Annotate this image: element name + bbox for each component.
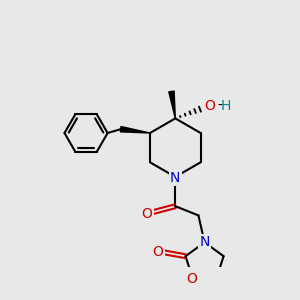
Text: N: N bbox=[200, 236, 210, 249]
Text: O: O bbox=[152, 244, 163, 259]
Polygon shape bbox=[169, 91, 175, 119]
Text: O: O bbox=[141, 207, 152, 221]
Text: N: N bbox=[170, 171, 181, 185]
Text: H: H bbox=[221, 99, 231, 113]
Text: -: - bbox=[218, 99, 222, 113]
Text: O: O bbox=[187, 272, 197, 286]
Polygon shape bbox=[120, 127, 150, 133]
Text: O: O bbox=[204, 99, 214, 113]
